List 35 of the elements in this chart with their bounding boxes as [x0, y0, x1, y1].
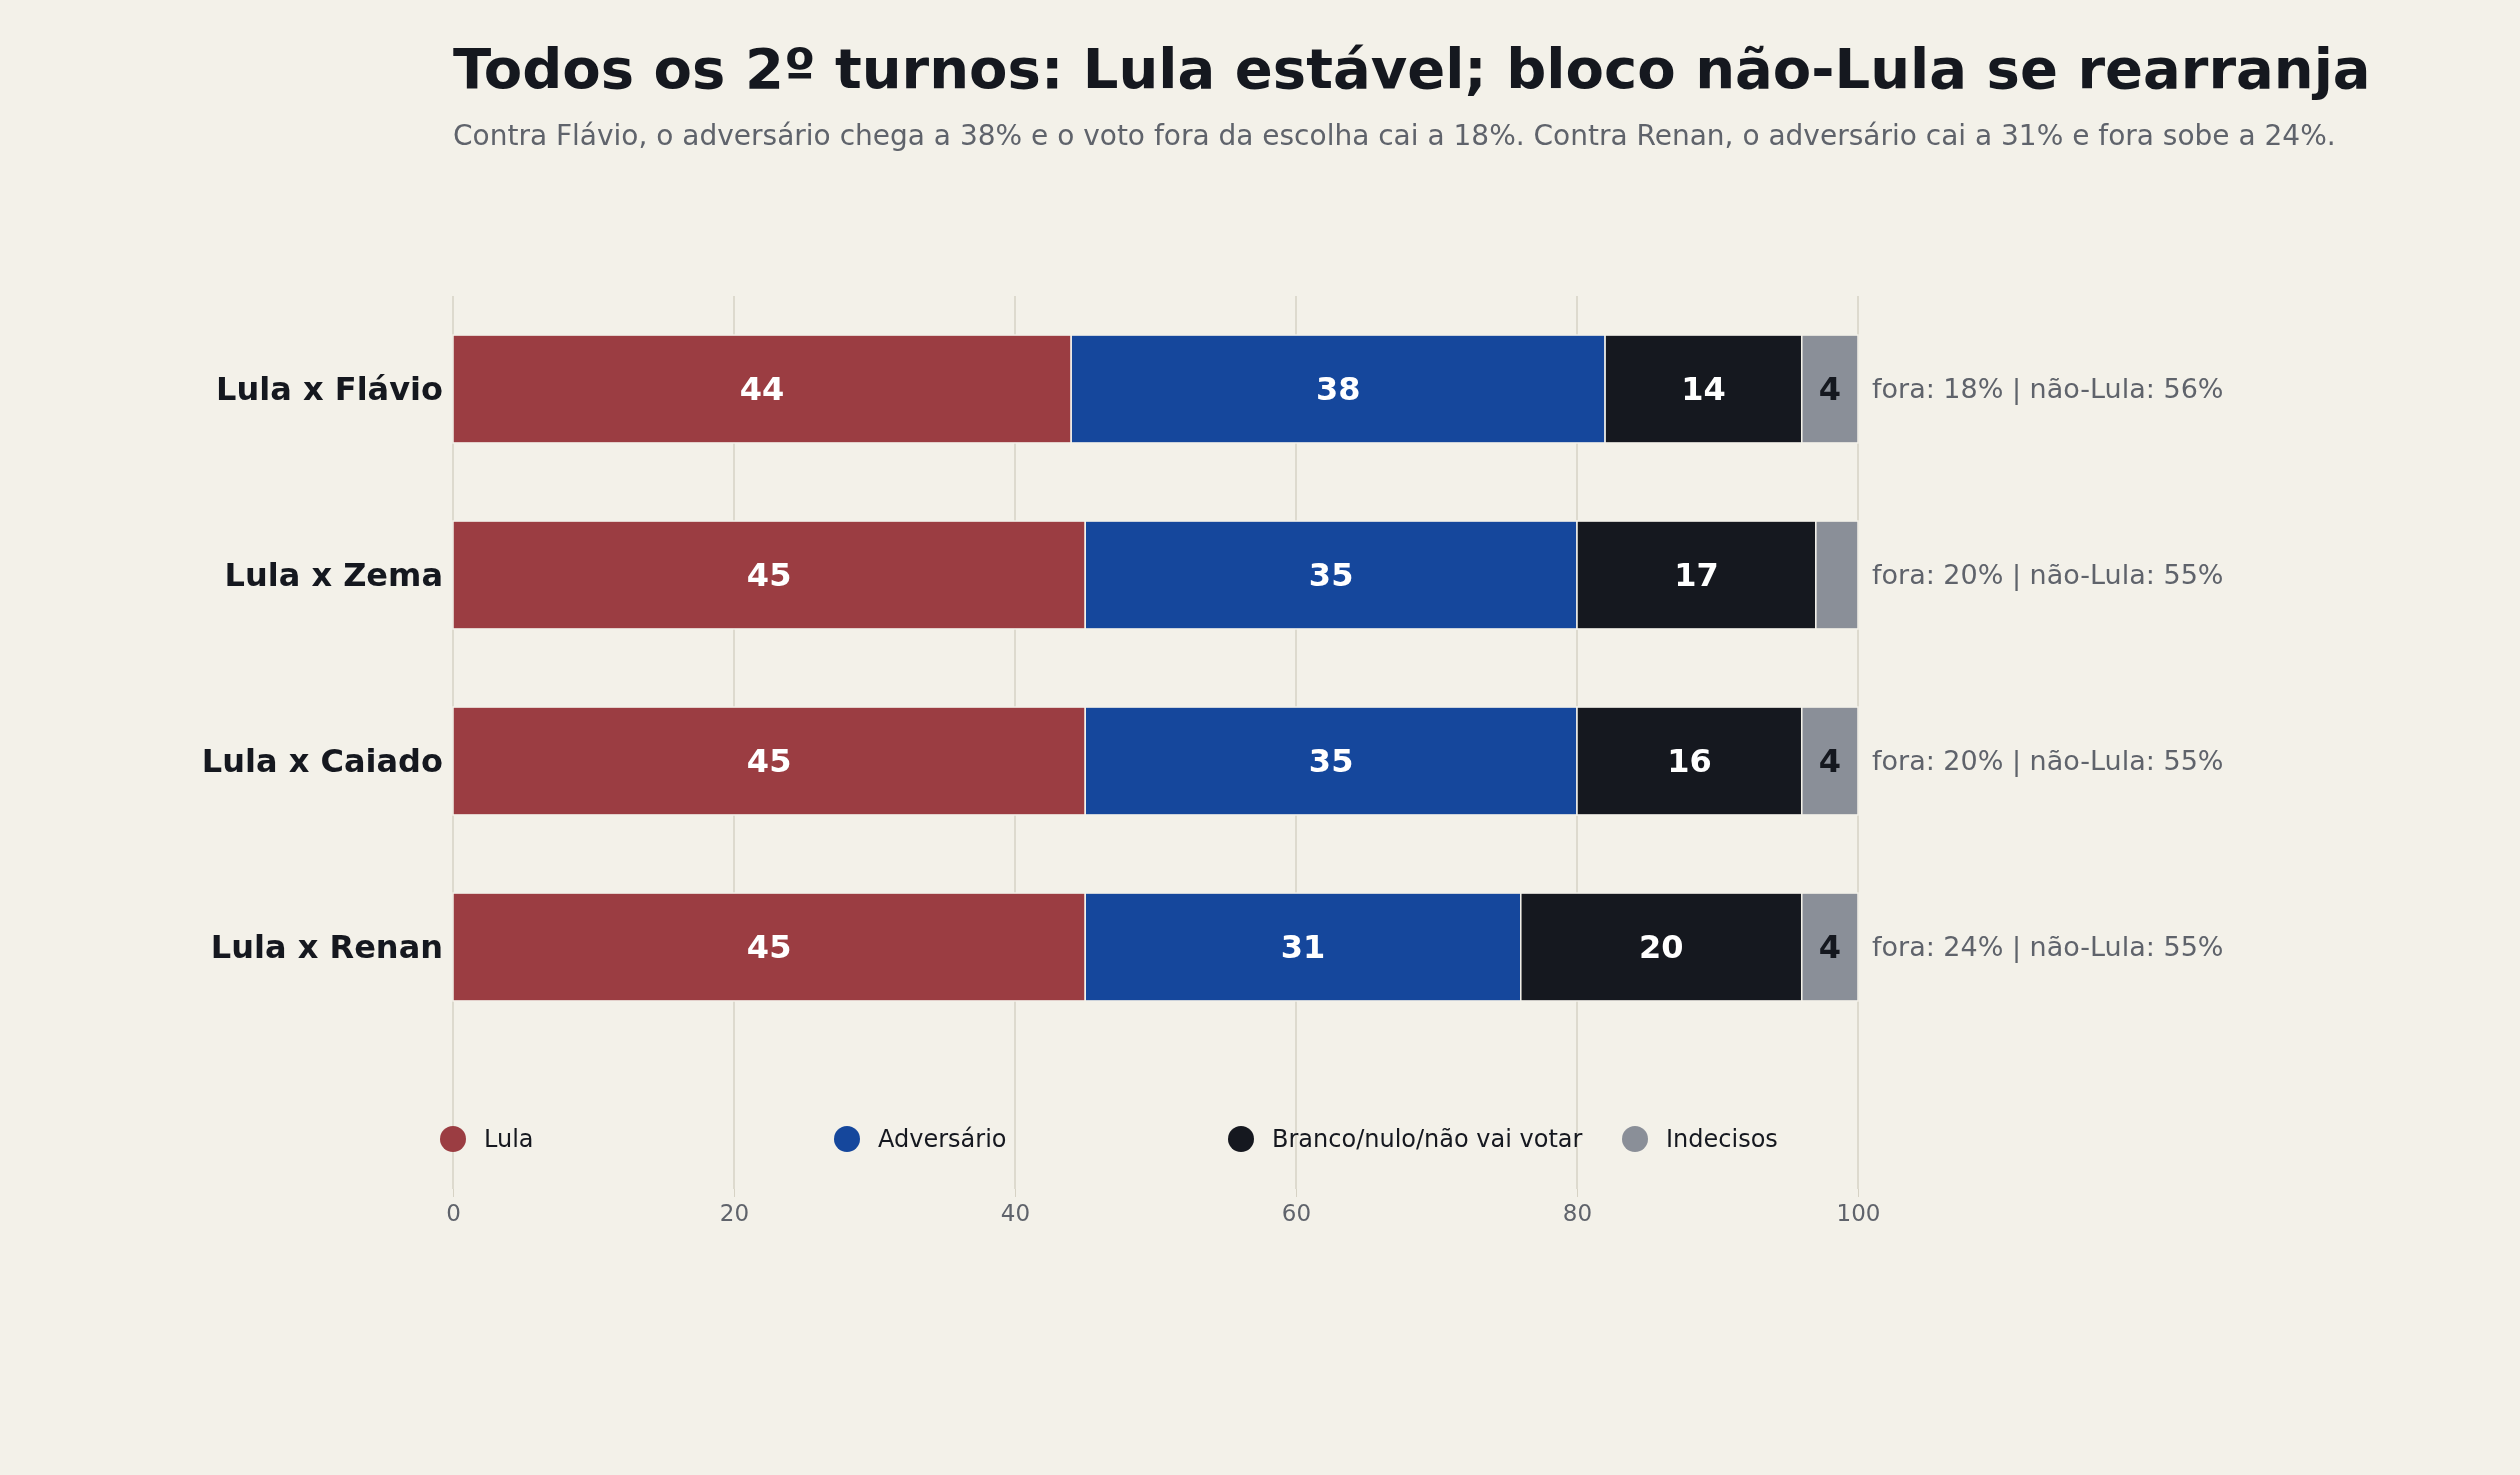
data-label: 4 [1818, 928, 1842, 967]
data-label: 16 [1667, 742, 1712, 781]
x-tick-label: 100 [1836, 1200, 1881, 1227]
legend-label: Indecisos [1666, 1125, 1778, 1154]
y-tick-label: Lula x Flávio [216, 370, 443, 409]
legend-label: Adversário [878, 1125, 1007, 1154]
y-tick-label: Lula x Renan [210, 928, 443, 967]
data-label: 4 [1818, 370, 1842, 409]
legend-label: Branco/nulo/não vai votar [1272, 1125, 1583, 1154]
data-label: 31 [1280, 928, 1326, 967]
text: fora: 24% | não-Lula: 55% [1872, 931, 2224, 964]
y-tick-label: Lula x Zema [224, 556, 443, 595]
data-label: 20 [1639, 928, 1684, 967]
y-tick-label: Lula x Caiado [201, 742, 443, 781]
legend-label: Lula [484, 1125, 534, 1154]
data-label: 45 [746, 928, 792, 967]
data-label: 38 [1315, 370, 1361, 409]
text: fora: 20% | não-Lula: 55% [1872, 559, 2224, 592]
data-label: 35 [1308, 742, 1354, 781]
data-label: 44 [739, 370, 785, 409]
data-label: 4 [1818, 742, 1842, 781]
x-tick-label: 40 [1000, 1200, 1031, 1227]
data-label: 35 [1308, 556, 1354, 595]
text: fora: 20% | não-Lula: 55% [1872, 745, 2224, 778]
chart-title: Todos os 2º turnos: Lula estável; bloco não-Lula se rearranja [453, 36, 2371, 101]
text: fora: 18% | não-Lula: 56% [1872, 373, 2224, 406]
chart-subtitle: Contra Flávio, o adversário chega a 38% e o voto fora da escolha cai a 18%. Contra Renan, o adversário cai a 31% e fora sobe a 24%. [453, 119, 2336, 152]
data-label: 45 [746, 742, 792, 781]
data-label: 17 [1674, 556, 1719, 595]
x-tick-label: 20 [719, 1200, 750, 1227]
x-tick-label: 60 [1281, 1200, 1312, 1227]
data-label: 45 [746, 556, 792, 595]
x-tick-label: 80 [1562, 1200, 1593, 1227]
x-tick-label: 0 [446, 1200, 461, 1227]
data-label: 14 [1681, 370, 1726, 409]
